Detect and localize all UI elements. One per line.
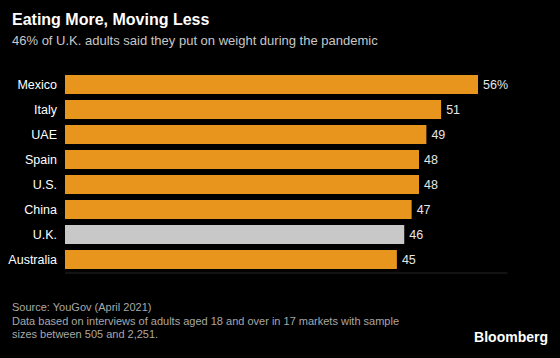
bar (65, 200, 412, 219)
bar (65, 100, 441, 119)
data-label: 56% (483, 78, 508, 92)
subtitle: 46% of U.K. adults said they put on weig… (12, 33, 378, 48)
bar (65, 150, 419, 169)
bar (65, 75, 478, 94)
background (0, 0, 560, 358)
category-label: U.K. (33, 228, 57, 242)
note: Data based on interviews of adults aged … (12, 315, 399, 327)
credit: Bloomberg (474, 329, 548, 345)
x-axis-line (65, 273, 508, 274)
data-label: 48 (424, 153, 438, 167)
data-label: 45 (402, 253, 416, 267)
category-label: Italy (34, 103, 58, 117)
note: sizes between 505 and 2,251. (12, 328, 158, 340)
title: Eating More, Moving Less (12, 11, 209, 28)
data-label: 47 (417, 203, 431, 217)
category-label: U.S. (33, 178, 57, 192)
bar (65, 175, 419, 194)
bar (65, 225, 404, 244)
chart: Eating More, Moving Less 46% of U.K. adul… (0, 0, 560, 358)
category-label: Australia (8, 253, 57, 267)
source: Source: YouGov (April 2021) (12, 301, 151, 313)
data-label: 51 (446, 103, 460, 117)
category-label: UAE (31, 128, 57, 142)
data-label: 48 (424, 178, 438, 192)
data-label: 46 (409, 228, 423, 242)
bars (65, 75, 478, 269)
bar (65, 125, 426, 144)
category-label: Spain (25, 153, 57, 167)
bar (65, 250, 397, 269)
category-label: Mexico (17, 78, 57, 92)
category-label: China (24, 203, 57, 217)
data-label: 49 (431, 128, 445, 142)
